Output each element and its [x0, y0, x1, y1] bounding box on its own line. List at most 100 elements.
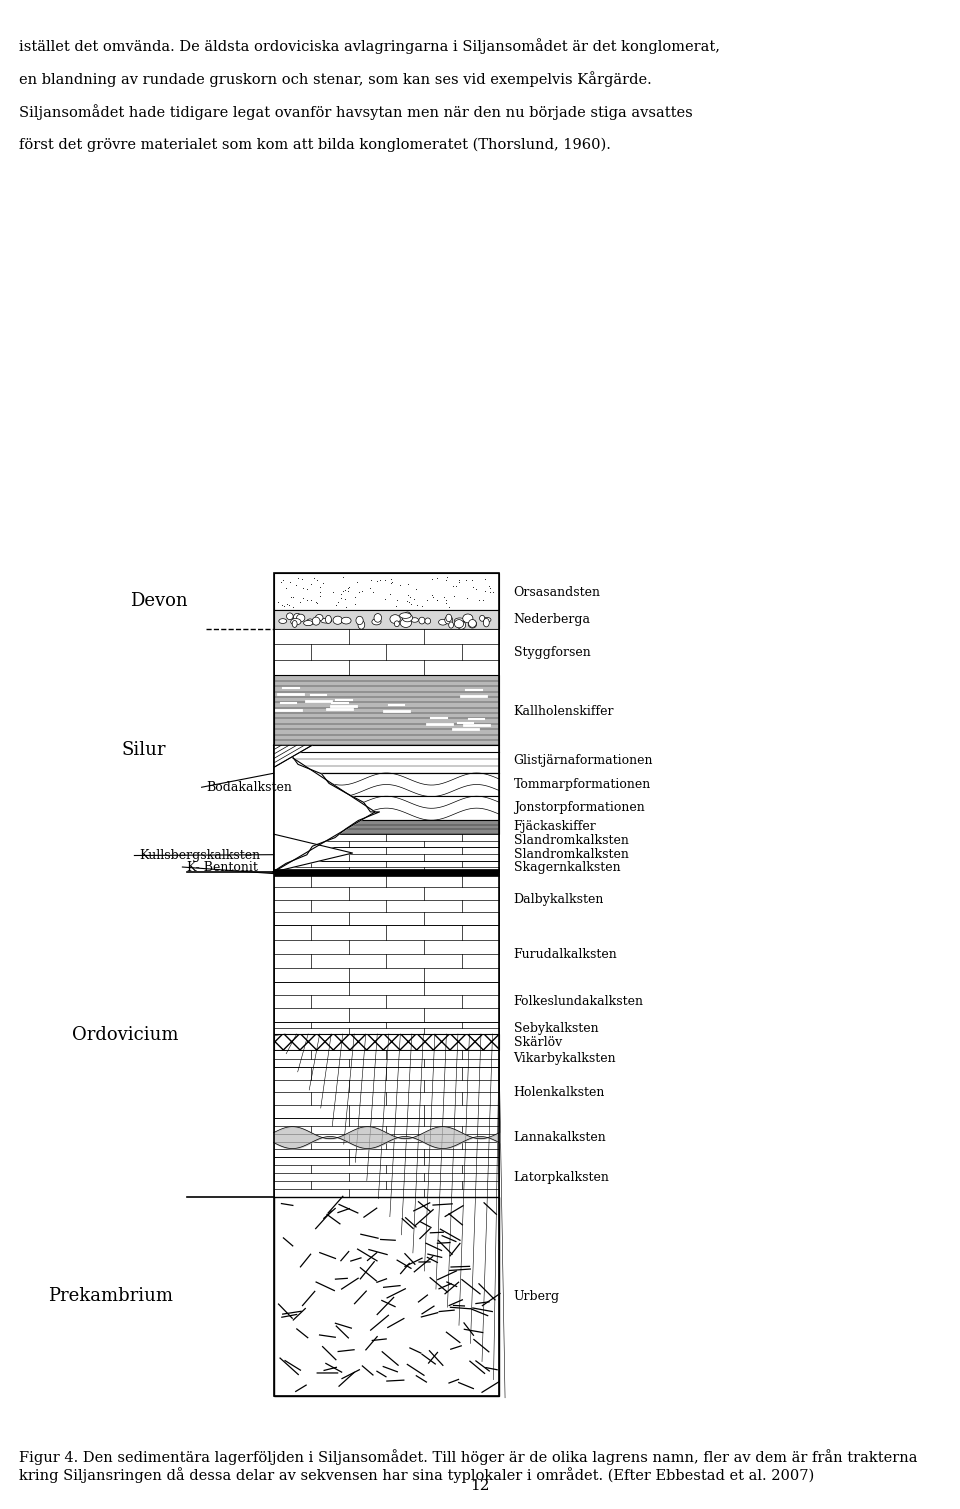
Ellipse shape [425, 619, 431, 625]
Text: Glistjärnaformationen: Glistjärnaformationen [514, 753, 653, 767]
Ellipse shape [372, 619, 381, 625]
Text: Bodakalksten: Bodakalksten [206, 780, 292, 794]
Bar [274, 573, 499, 611]
Point [382, 582, 397, 607]
Point [330, 590, 346, 614]
Text: Skagernkalksten: Skagernkalksten [514, 860, 620, 874]
Bar [274, 862, 499, 872]
Point [482, 576, 497, 601]
Ellipse shape [448, 622, 453, 628]
Ellipse shape [468, 620, 476, 628]
Bar [274, 821, 499, 834]
Point [333, 582, 348, 607]
Text: Kullsbergskalksten: Kullsbergskalksten [139, 850, 260, 862]
Text: Slandromkalksten: Slandromkalksten [514, 834, 629, 847]
Point [420, 587, 435, 611]
Ellipse shape [278, 619, 287, 623]
Ellipse shape [483, 617, 491, 622]
Point [366, 579, 381, 604]
Point [369, 569, 384, 593]
Point [481, 573, 496, 598]
Text: 12: 12 [470, 1479, 490, 1494]
Bar [274, 573, 499, 1396]
Point [363, 575, 378, 599]
Bar [274, 797, 499, 821]
Ellipse shape [325, 616, 331, 623]
Point [478, 567, 493, 592]
Point [439, 592, 454, 616]
Ellipse shape [316, 614, 323, 620]
Point [400, 572, 416, 596]
Text: Orsasandsten: Orsasandsten [514, 585, 601, 599]
Point [424, 584, 440, 608]
Point [377, 587, 393, 611]
Text: Fjäckaskiffer: Fjäckaskiffer [514, 821, 596, 833]
Ellipse shape [457, 622, 466, 629]
Text: Holenkalksten: Holenkalksten [514, 1086, 605, 1099]
Point [278, 576, 294, 601]
Text: Lannakalksten: Lannakalksten [514, 1132, 607, 1144]
Bar [274, 1118, 499, 1157]
Ellipse shape [294, 613, 301, 622]
Ellipse shape [342, 617, 351, 625]
Point [399, 589, 415, 613]
Point [468, 576, 484, 601]
Text: Jonstorpformationen: Jonstorpformationen [514, 801, 644, 815]
Point [451, 569, 467, 593]
Point [400, 582, 416, 607]
Point [312, 584, 327, 608]
Ellipse shape [399, 613, 411, 619]
Point [442, 595, 457, 619]
Point [446, 584, 462, 608]
Point [333, 585, 348, 610]
Ellipse shape [358, 620, 365, 629]
Text: först det grövre materialet som kom att bilda konglomeratet (Thorslund, 1960).: först det grövre materialet som kom att … [19, 137, 612, 152]
Text: Prekambrium: Prekambrium [48, 1287, 173, 1305]
Text: Urberg: Urberg [514, 1290, 560, 1302]
Bar [274, 847, 499, 862]
Point [402, 585, 418, 610]
Point [279, 592, 295, 616]
Point [293, 590, 308, 614]
Point [459, 569, 474, 593]
Text: Nederberga: Nederberga [514, 613, 590, 626]
Ellipse shape [402, 614, 413, 622]
Point [389, 589, 404, 613]
Point [288, 573, 303, 598]
Point [290, 566, 305, 590]
Bar [274, 1034, 499, 1050]
Ellipse shape [395, 620, 399, 626]
Point [336, 578, 351, 602]
Ellipse shape [444, 616, 453, 625]
Text: Vikarbykalksten: Vikarbykalksten [514, 1052, 616, 1065]
Ellipse shape [306, 619, 314, 625]
Text: Latorpkalksten: Latorpkalksten [514, 1171, 610, 1183]
Ellipse shape [454, 619, 465, 623]
Bar [274, 1067, 499, 1118]
Ellipse shape [480, 616, 485, 622]
Ellipse shape [312, 617, 320, 625]
Point [276, 567, 291, 592]
Ellipse shape [445, 614, 452, 622]
Point [337, 587, 352, 611]
Point [464, 567, 479, 592]
Bar [274, 676, 499, 745]
Text: Skärlöv: Skärlöv [514, 1035, 562, 1049]
Point [309, 592, 324, 616]
Text: en blandning av rundade gruskorn och stenar, som kan ses vid exempelvis Kårgärde: en blandning av rundade gruskorn och ste… [19, 71, 652, 88]
Bar [274, 1022, 499, 1034]
Point [486, 579, 501, 604]
Point [336, 566, 351, 590]
Ellipse shape [400, 619, 412, 628]
Point [303, 572, 319, 596]
Point [364, 567, 379, 592]
Point [309, 567, 324, 592]
Point [401, 590, 417, 614]
Point [383, 567, 398, 592]
Text: K- Bentonit: K- Bentonit [187, 860, 258, 874]
Point [313, 575, 328, 599]
Ellipse shape [419, 617, 425, 623]
Polygon shape [274, 745, 375, 872]
Polygon shape [273, 745, 379, 872]
Point [448, 573, 464, 598]
